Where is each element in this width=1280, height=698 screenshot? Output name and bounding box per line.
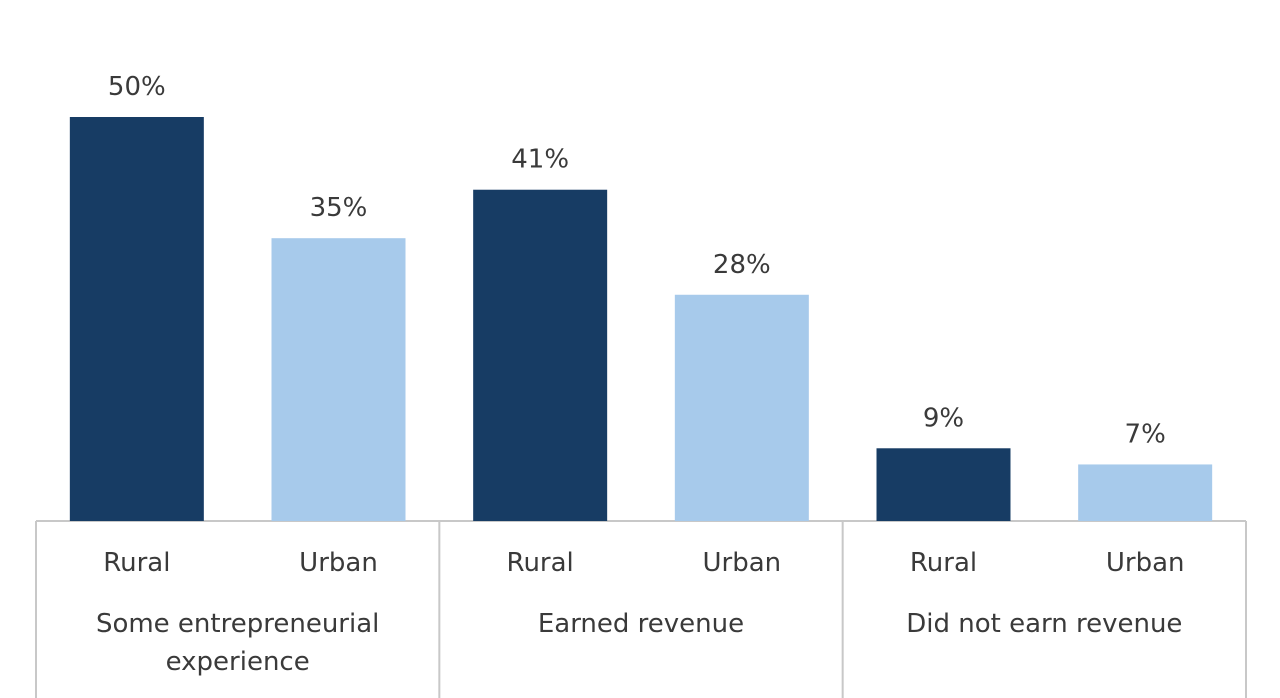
category-tick-label: Rural <box>910 548 977 578</box>
labels: 50% Rural 35% Urban Some entrepreneurial expe… <box>96 72 1185 677</box>
bar-urban <box>1078 464 1213 521</box>
bar-rural <box>876 448 1011 521</box>
category-tick-label: Urban <box>299 548 378 578</box>
group-label: experience <box>166 647 310 677</box>
data-label: 9% <box>923 403 964 433</box>
data-label: 50% <box>108 72 166 102</box>
data-label: 7% <box>1125 419 1166 449</box>
bar-urban <box>674 294 809 521</box>
bar-rural <box>69 117 204 521</box>
data-label: 35% <box>310 193 368 223</box>
bar-rural <box>473 189 608 521</box>
category-tick-label: Urban <box>1106 548 1185 578</box>
bar-urban <box>271 238 406 521</box>
category-tick-label: Rural <box>507 548 574 578</box>
data-label: 28% <box>713 250 771 280</box>
group-label: Did not earn revenue <box>906 609 1182 639</box>
bars <box>69 117 1213 521</box>
group-label: Earned revenue <box>538 609 744 639</box>
axis-frame <box>35 520 1247 698</box>
category-tick-label: Rural <box>103 548 170 578</box>
category-tick-label: Urban <box>703 548 782 578</box>
group-label: Some entrepreneurial <box>96 609 379 639</box>
data-label: 41% <box>511 145 569 175</box>
